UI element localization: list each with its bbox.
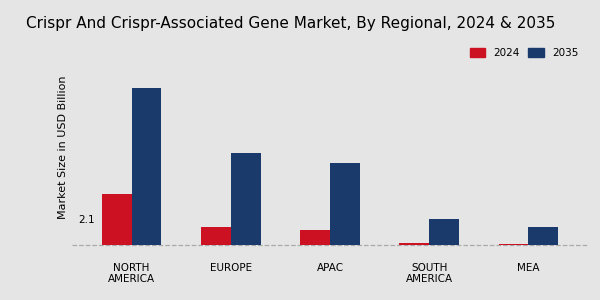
Bar <box>201 227 231 245</box>
Bar <box>400 243 429 245</box>
Legend: 2024, 2035: 2024, 2035 <box>466 44 583 62</box>
Bar <box>102 194 131 245</box>
Bar <box>429 219 459 245</box>
Bar <box>300 230 330 245</box>
Bar <box>231 153 260 245</box>
Bar <box>131 88 161 245</box>
Text: 2.1: 2.1 <box>78 215 95 225</box>
Bar <box>330 163 360 245</box>
Text: Crispr And Crispr-Associated Gene Market, By Regional, 2024 & 2035: Crispr And Crispr-Associated Gene Market… <box>26 16 555 31</box>
Bar <box>529 227 558 245</box>
Bar <box>499 244 529 245</box>
Y-axis label: Market Size in USD Billion: Market Size in USD Billion <box>58 75 68 219</box>
